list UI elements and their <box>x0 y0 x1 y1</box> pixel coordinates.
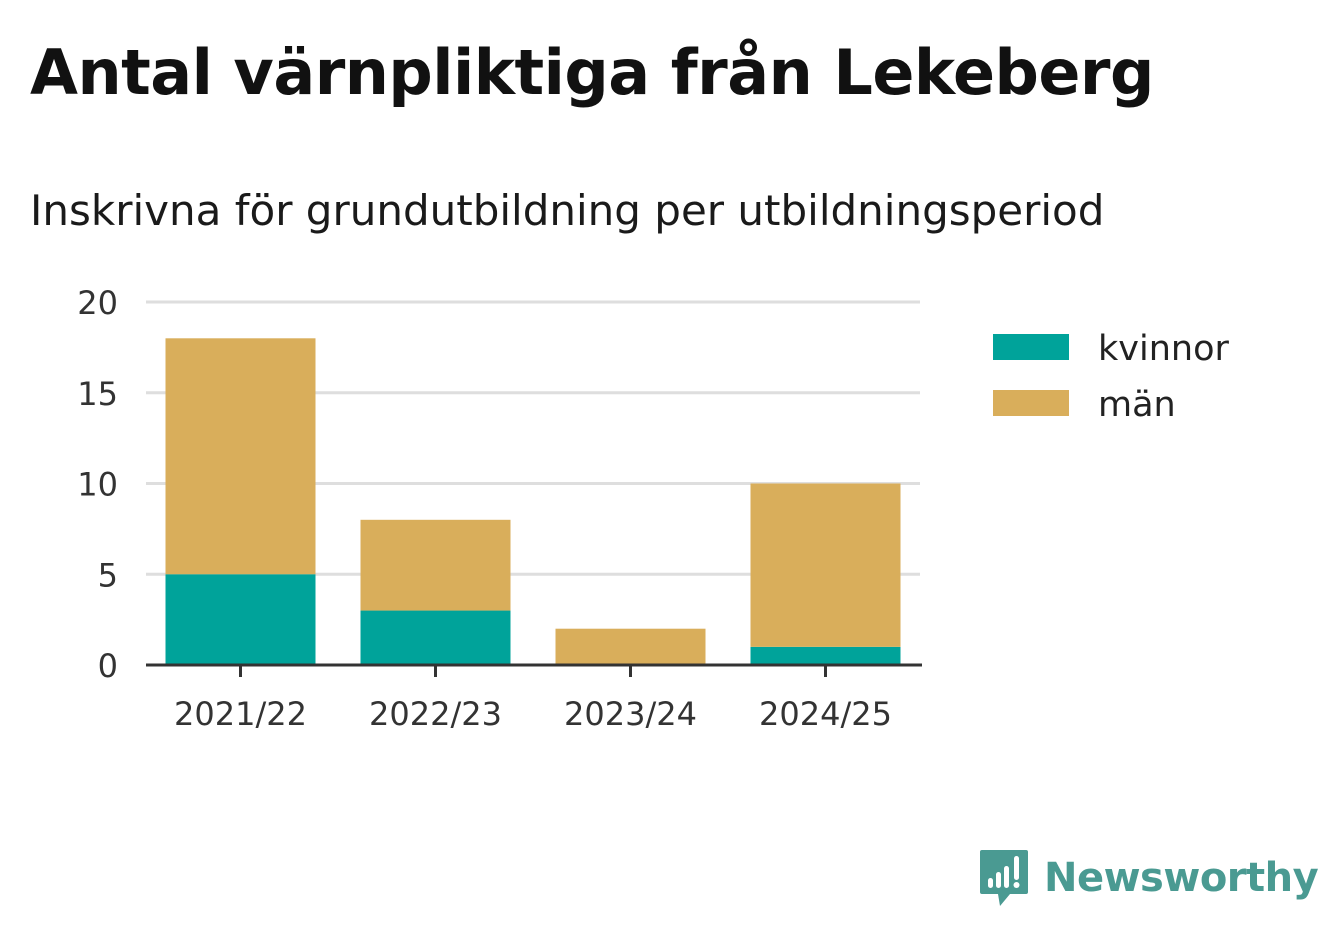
x-tick-label: 2023/24 <box>564 695 697 733</box>
chart-subtitle: Inskrivna för grundutbildning per utbild… <box>30 186 1105 235</box>
legend-label-män: män <box>1098 385 1176 425</box>
legend: kvinnor män <box>993 329 1229 425</box>
bar-män-2021/22 <box>165 338 316 575</box>
y-tick-label: 15 <box>77 375 118 413</box>
bar-kvinnor-2022/23 <box>360 610 511 665</box>
x-tick-label: 2021/22 <box>174 695 307 733</box>
bar-män-2022/23 <box>360 519 511 611</box>
legend-swatch-män <box>993 390 1069 416</box>
chart-title: Antal värnpliktiga från Lekeberg <box>30 36 1154 109</box>
y-tick-label: 20 <box>77 284 118 322</box>
x-tick-label: 2022/23 <box>369 695 502 733</box>
bar-kvinnor-2024/25 <box>750 646 901 665</box>
y-tick-label: 10 <box>77 466 118 504</box>
bar-män-2024/25 <box>750 483 901 647</box>
x-axis: 2021/22 2022/23 2023/24 2024/25 <box>146 663 922 733</box>
newsworthy-logo-text: Newsworthy <box>1044 855 1319 901</box>
bar-kvinnor-2021/22 <box>165 574 316 665</box>
y-tick-label: 5 <box>98 556 118 594</box>
legend-swatch-kvinnor <box>993 334 1069 360</box>
y-axis: 0 5 10 15 20 <box>77 284 118 685</box>
x-tick-label: 2024/25 <box>759 695 892 733</box>
bar-män-2023/24 <box>555 628 706 665</box>
y-tick-label: 0 <box>98 647 118 685</box>
newsworthy-logo-icon <box>980 850 1028 906</box>
newsworthy-logo: Newsworthy <box>978 848 1319 908</box>
bars <box>165 338 901 665</box>
legend-label-kvinnor: kvinnor <box>1098 329 1229 369</box>
